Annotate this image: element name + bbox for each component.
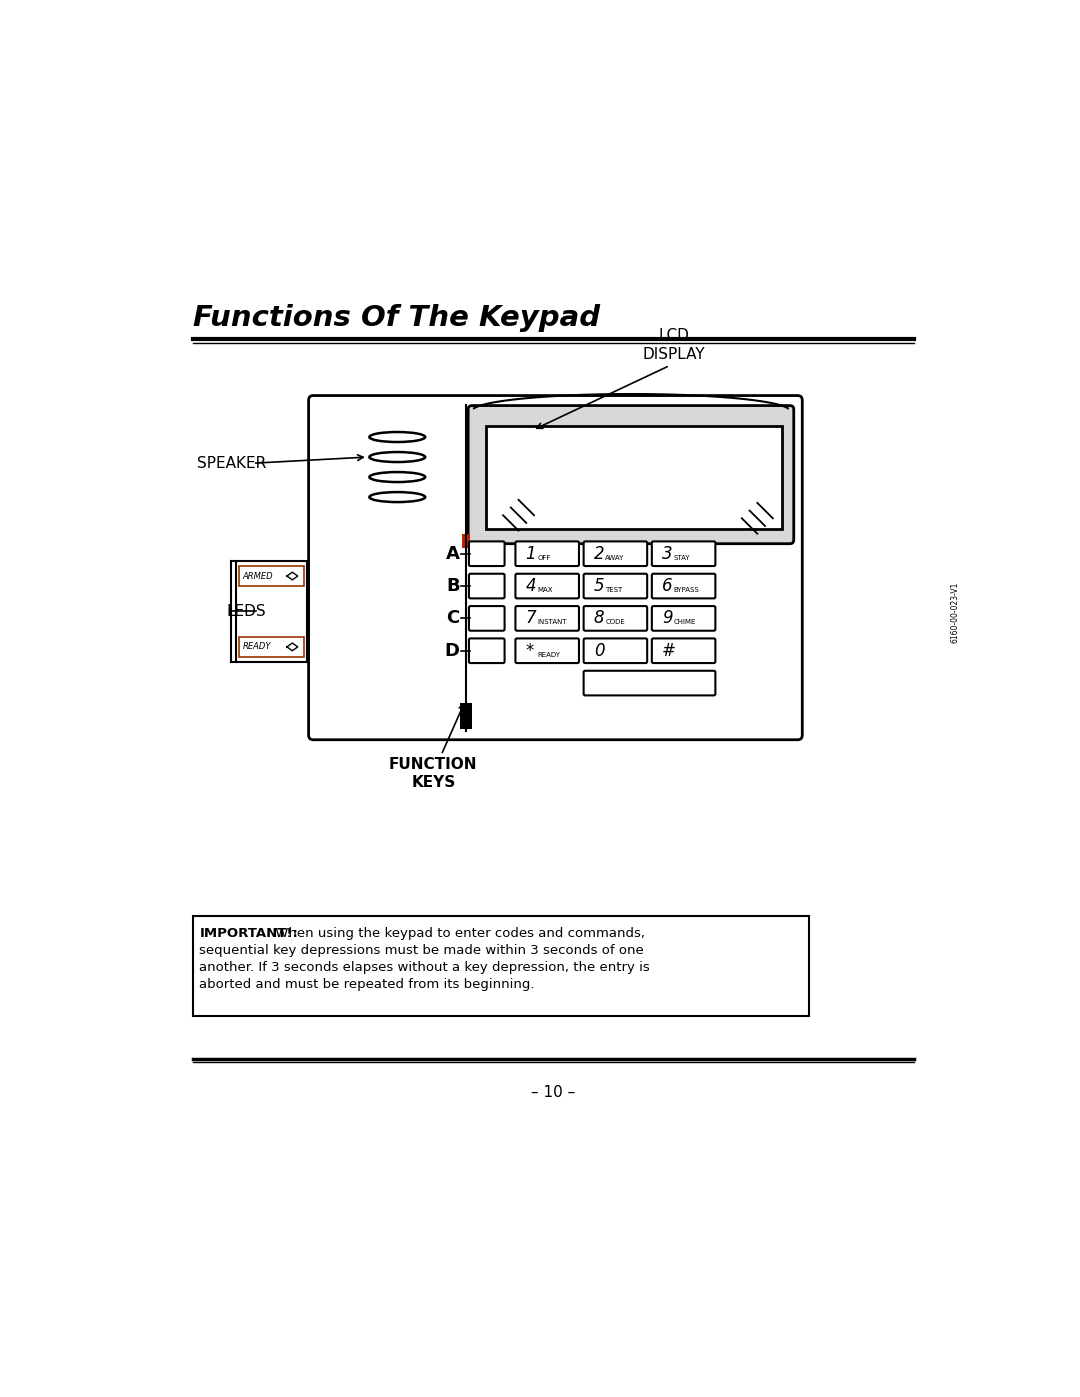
Text: FUNCTION
KEYS: FUNCTION KEYS [389,757,477,791]
FancyBboxPatch shape [469,606,504,630]
Bar [239,637,303,657]
FancyBboxPatch shape [652,542,715,566]
Text: B: B [446,577,460,595]
Text: – 10 –: – 10 – [531,1085,576,1101]
FancyBboxPatch shape [583,606,647,630]
FancyBboxPatch shape [469,574,504,598]
FancyBboxPatch shape [515,638,579,664]
FancyBboxPatch shape [235,562,307,662]
Text: TEST: TEST [605,587,622,592]
FancyBboxPatch shape [309,395,802,740]
FancyBboxPatch shape [515,574,579,598]
Text: A: A [446,545,460,563]
Text: 1: 1 [526,545,536,563]
Bar [460,703,472,729]
Text: 2: 2 [594,545,605,563]
Text: INSTANT: INSTANT [537,619,567,626]
Text: C: C [446,609,460,627]
Text: 0: 0 [594,641,605,659]
Text: 5: 5 [594,577,605,595]
Text: AWAY: AWAY [605,555,624,560]
Bar [239,566,303,587]
Text: #: # [662,641,676,659]
Text: LEDS: LEDS [227,604,266,619]
FancyBboxPatch shape [583,638,647,664]
Ellipse shape [369,492,426,502]
Text: When using the keypad to enter codes and commands,: When using the keypad to enter codes and… [271,926,645,940]
Text: CHIME: CHIME [674,619,696,626]
Text: 4: 4 [526,577,536,595]
Text: aborted and must be repeated from its beginning.: aborted and must be repeated from its be… [200,978,535,990]
Ellipse shape [369,432,426,441]
Text: MAX: MAX [537,587,553,592]
Text: 8: 8 [594,609,605,627]
Text: STAY: STAY [674,555,690,560]
Text: LCD
DISPLAY: LCD DISPLAY [643,328,705,362]
FancyBboxPatch shape [652,638,715,664]
Text: Functions Of The Keypad: Functions Of The Keypad [193,305,600,332]
Text: 9: 9 [662,609,673,627]
FancyBboxPatch shape [583,542,647,566]
Bar [462,534,470,548]
FancyBboxPatch shape [583,671,715,696]
Text: BYPASS: BYPASS [674,587,699,592]
FancyBboxPatch shape [468,405,794,543]
FancyBboxPatch shape [486,426,782,529]
Ellipse shape [369,453,426,462]
Text: ARMED: ARMED [243,571,273,581]
Text: another. If 3 seconds elapses without a key depression, the entry is: another. If 3 seconds elapses without a … [200,961,650,974]
Text: D: D [445,641,460,659]
Text: CODE: CODE [605,619,625,626]
FancyBboxPatch shape [515,542,579,566]
Text: sequential key depressions must be made within 3 seconds of one: sequential key depressions must be made … [200,944,644,957]
Text: IMPORTANT!:: IMPORTANT!: [200,926,298,940]
FancyBboxPatch shape [583,574,647,598]
Text: READY: READY [243,643,271,651]
FancyBboxPatch shape [469,638,504,664]
FancyBboxPatch shape [193,916,809,1016]
Text: 6: 6 [662,577,673,595]
Text: 7: 7 [526,609,536,627]
Text: 3: 3 [662,545,673,563]
FancyBboxPatch shape [652,574,715,598]
FancyBboxPatch shape [652,606,715,630]
Text: *: * [526,641,534,659]
Ellipse shape [369,472,426,482]
FancyBboxPatch shape [515,606,579,630]
FancyBboxPatch shape [469,542,504,566]
Text: SPEAKER: SPEAKER [197,455,267,471]
Text: READY: READY [537,651,561,658]
Text: OFF: OFF [537,555,551,560]
Text: 6160-00-023-V1: 6160-00-023-V1 [950,581,959,643]
